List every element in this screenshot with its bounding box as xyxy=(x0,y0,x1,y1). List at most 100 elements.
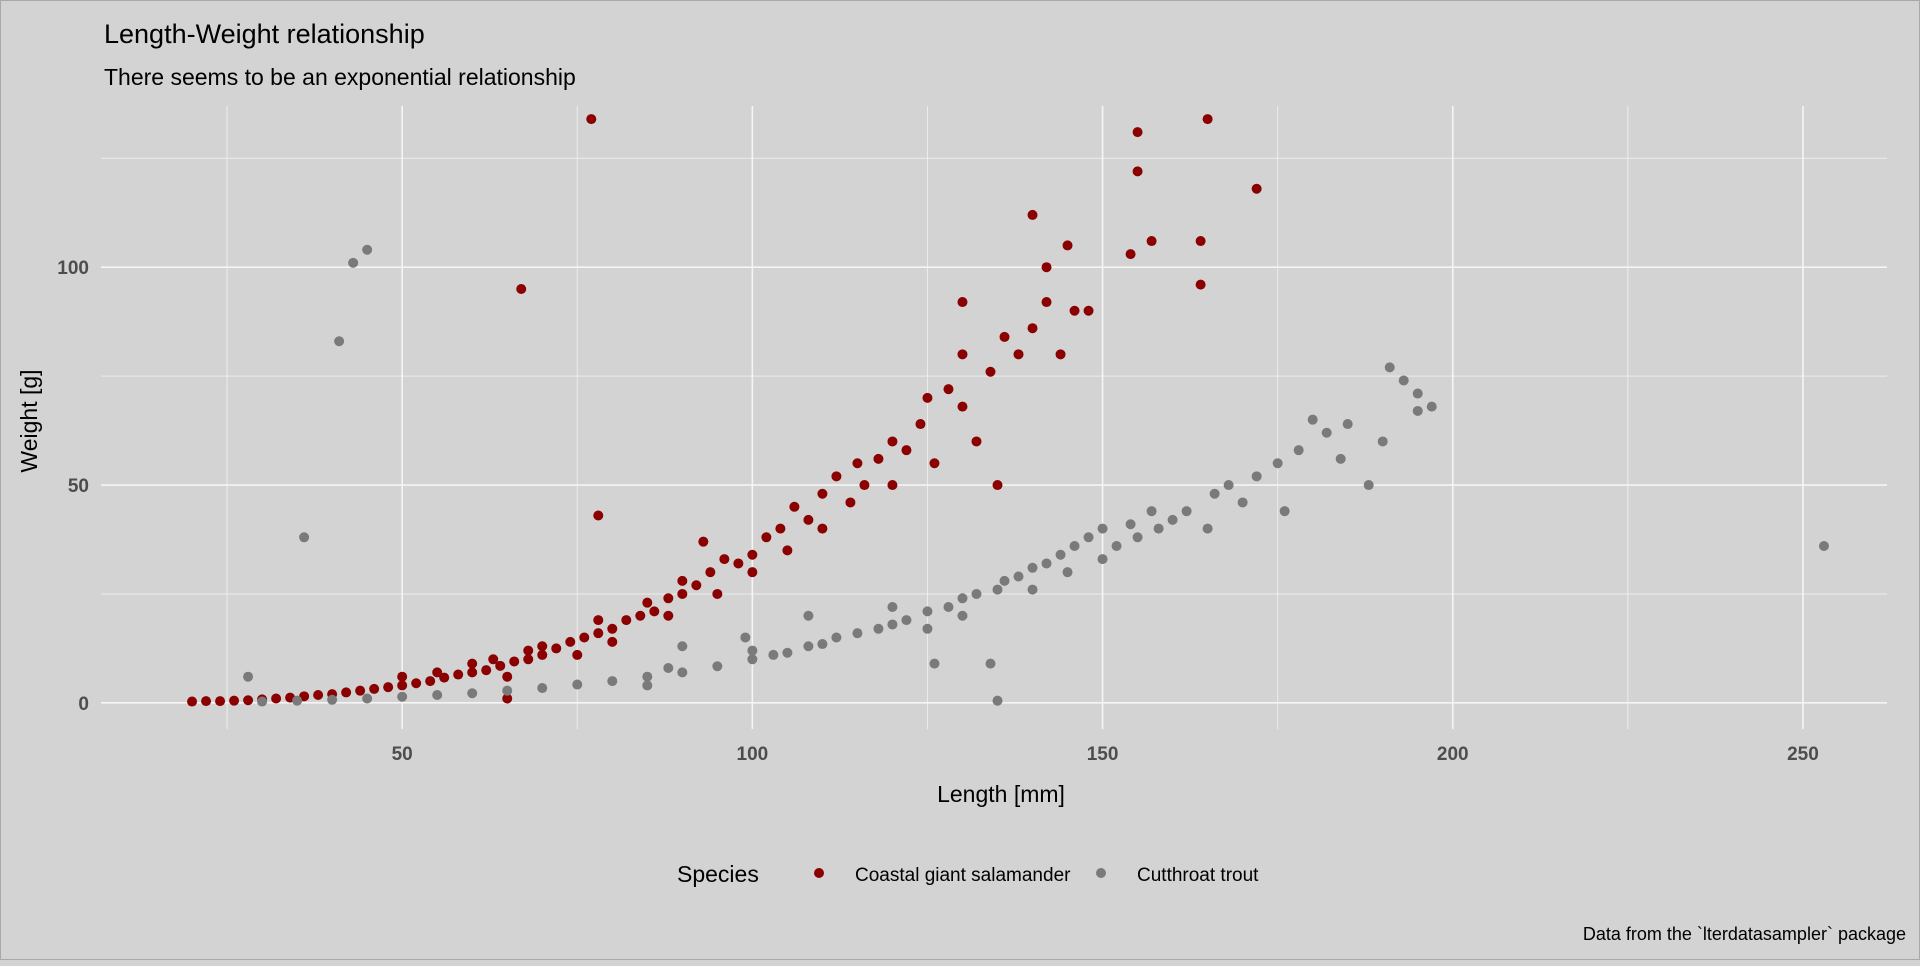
point-salamander xyxy=(565,636,576,647)
point-trout xyxy=(327,694,338,705)
point-trout xyxy=(1223,480,1234,491)
point-salamander xyxy=(411,678,422,689)
point-salamander xyxy=(663,610,674,621)
point-salamander xyxy=(873,453,884,464)
chart-caption: Data from the `lterdatasampler` package xyxy=(1583,924,1906,944)
point-trout xyxy=(1279,506,1290,517)
legend-title: Species xyxy=(677,861,759,887)
point-salamander xyxy=(502,693,513,704)
y-tick-label: 100 xyxy=(57,258,89,279)
point-trout xyxy=(1097,554,1108,565)
y-tick-label: 50 xyxy=(68,476,89,497)
point-salamander xyxy=(691,580,702,591)
point-salamander xyxy=(957,297,968,308)
point-salamander xyxy=(922,392,933,403)
point-trout xyxy=(663,663,674,674)
point-salamander xyxy=(943,384,954,395)
point-salamander xyxy=(782,545,793,556)
point-trout xyxy=(677,667,688,678)
point-salamander xyxy=(649,606,660,617)
point-salamander xyxy=(579,632,590,643)
point-trout xyxy=(243,671,254,682)
point-trout xyxy=(985,658,996,669)
point-salamander xyxy=(719,554,730,565)
point-trout xyxy=(747,654,758,665)
point-trout xyxy=(803,610,814,621)
point-trout xyxy=(922,623,933,634)
point-trout xyxy=(740,632,751,643)
chart-subtitle: There seems to be an exponential relatio… xyxy=(104,64,576,90)
point-trout xyxy=(1146,506,1157,517)
point-trout xyxy=(1167,514,1178,525)
point-trout xyxy=(922,606,933,617)
point-salamander xyxy=(1083,305,1094,316)
point-salamander xyxy=(887,436,898,447)
point-salamander xyxy=(481,665,492,676)
point-salamander xyxy=(817,488,828,499)
point-trout xyxy=(642,671,653,682)
point-trout xyxy=(831,632,842,643)
point-trout xyxy=(292,695,303,706)
point-salamander xyxy=(313,690,324,701)
point-salamander xyxy=(509,656,520,667)
point-trout xyxy=(467,688,478,699)
point-salamander xyxy=(887,480,898,491)
point-salamander xyxy=(1146,236,1157,247)
point-trout xyxy=(1055,549,1066,560)
point-trout xyxy=(607,676,618,687)
point-salamander xyxy=(523,645,534,656)
point-trout xyxy=(992,695,1003,706)
point-trout xyxy=(1251,471,1262,482)
point-salamander xyxy=(677,575,688,586)
legend: Species Coastal giant salamander Cutthro… xyxy=(677,861,1259,887)
point-trout xyxy=(992,584,1003,595)
point-salamander xyxy=(635,610,646,621)
point-trout xyxy=(299,532,310,543)
point-salamander xyxy=(593,628,604,639)
point-salamander xyxy=(831,471,842,482)
point-salamander xyxy=(957,401,968,412)
point-trout xyxy=(1062,567,1073,578)
x-tick-label: 50 xyxy=(392,744,413,765)
point-salamander xyxy=(677,588,688,599)
point-salamander xyxy=(1195,279,1206,290)
point-salamander xyxy=(621,615,632,626)
point-trout xyxy=(1132,532,1143,543)
point-salamander xyxy=(705,567,716,578)
point-salamander xyxy=(1062,240,1073,251)
point-salamander xyxy=(971,436,982,447)
point-salamander xyxy=(355,685,366,696)
point-trout xyxy=(1125,519,1136,530)
point-trout xyxy=(1181,506,1192,517)
point-salamander xyxy=(1202,114,1213,125)
point-trout xyxy=(817,639,828,650)
point-salamander xyxy=(453,669,464,680)
point-salamander xyxy=(1069,305,1080,316)
point-salamander xyxy=(733,558,744,569)
point-trout xyxy=(1272,458,1283,469)
point-trout xyxy=(712,661,723,672)
point-salamander xyxy=(537,649,548,660)
point-salamander xyxy=(495,660,506,671)
point-salamander xyxy=(1125,249,1136,260)
point-trout xyxy=(362,244,373,255)
point-trout xyxy=(999,575,1010,586)
point-trout xyxy=(1083,532,1094,543)
point-trout xyxy=(1237,497,1248,508)
point-trout xyxy=(397,691,408,702)
point-trout xyxy=(1398,375,1409,386)
point-salamander xyxy=(551,643,562,654)
point-trout xyxy=(1027,584,1038,595)
point-salamander xyxy=(467,667,478,678)
point-trout xyxy=(348,257,359,268)
point-trout xyxy=(1013,571,1024,582)
point-trout xyxy=(782,647,793,658)
point-trout xyxy=(537,683,548,694)
legend-label-trout: Cutthroat trout xyxy=(1137,865,1259,886)
legend-key-trout xyxy=(1096,868,1106,878)
point-trout xyxy=(957,610,968,621)
point-trout xyxy=(1097,523,1108,534)
y-axis-ticks: 0 50 100 xyxy=(57,258,89,715)
point-salamander xyxy=(243,695,254,706)
